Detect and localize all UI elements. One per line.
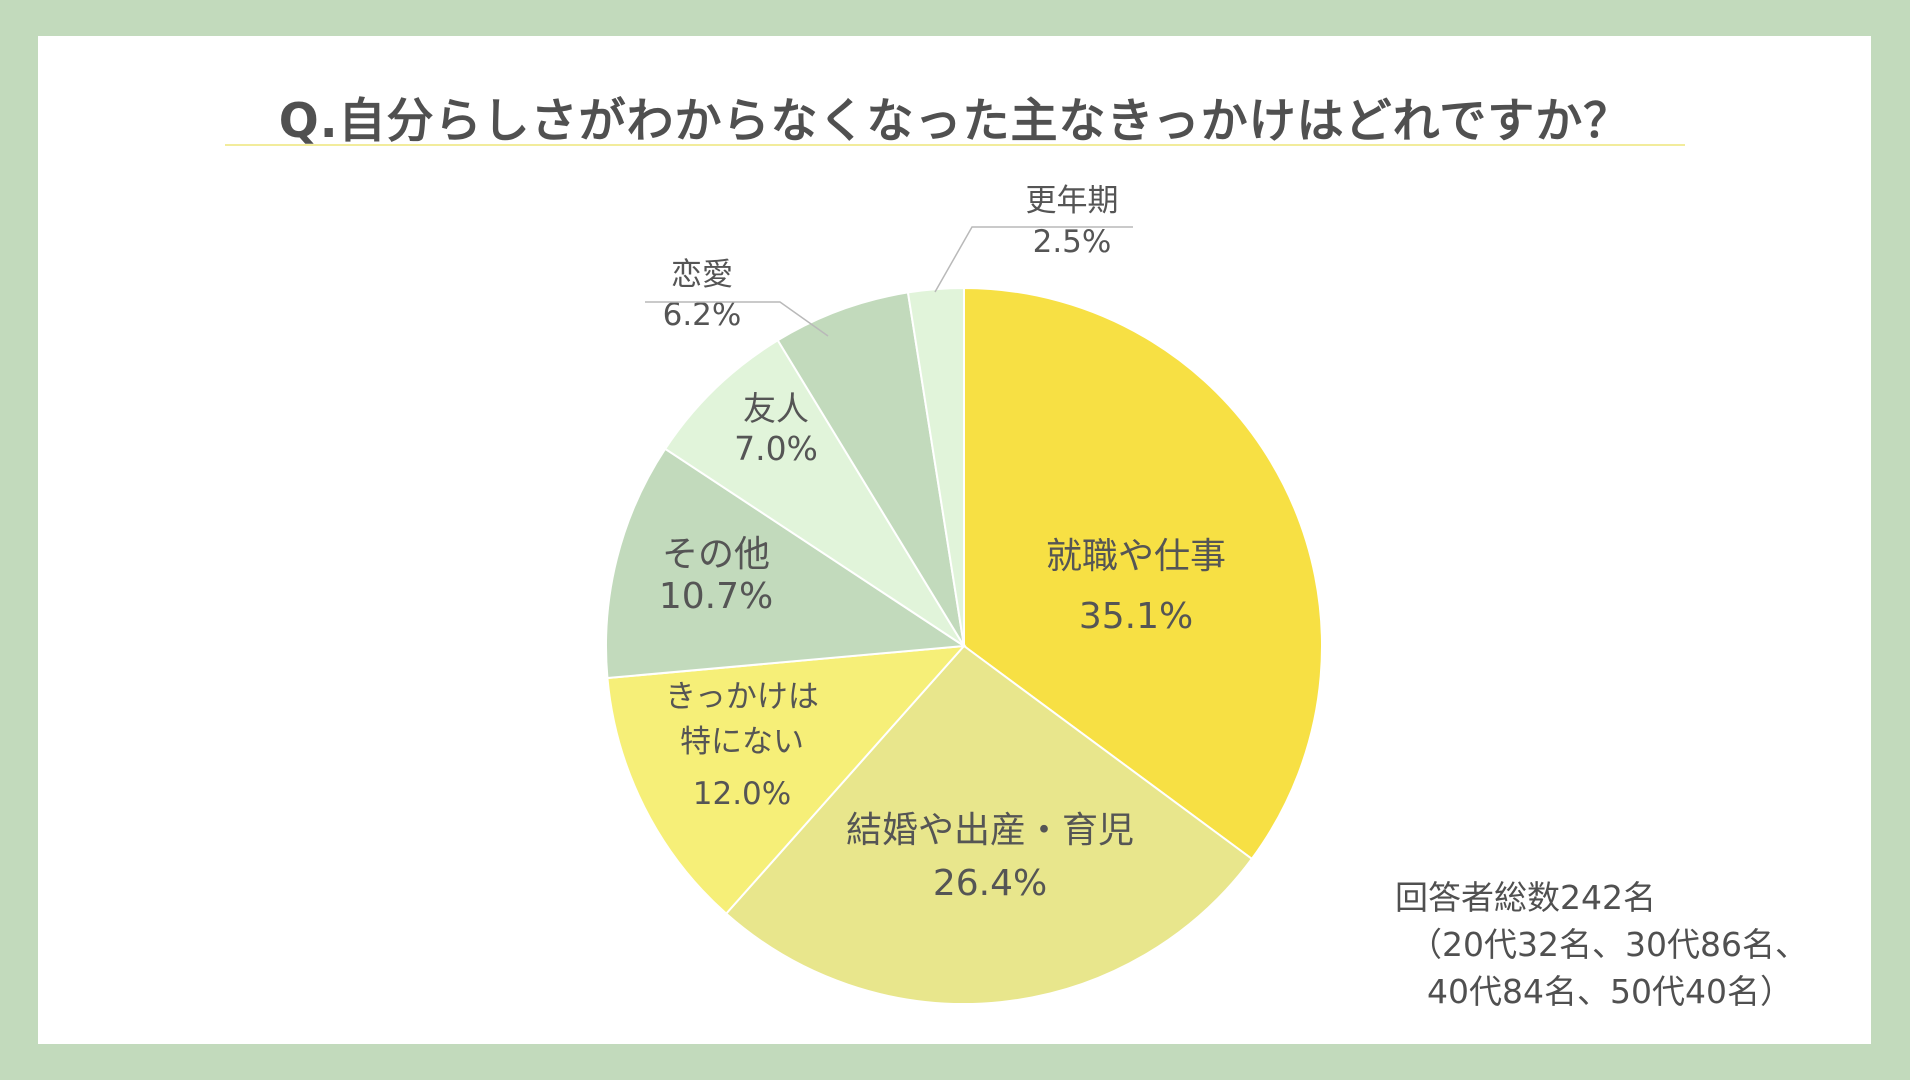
pie-slice-4-value-label: 10.7% xyxy=(659,576,773,617)
respondent-breakdown-1: （20代32名、30代86名、 xyxy=(1409,925,1808,964)
pie-slice-1-value-label: 35.1% xyxy=(1079,596,1193,637)
pie-slice-3 xyxy=(606,644,967,916)
chart-title: Q.自分らしさがわからなくなった主なきっかけはどれですか？ xyxy=(278,94,1632,149)
pie-slice-5-value-label: 7.0% xyxy=(734,429,818,468)
pie-slice-7-label: 更年期 2.5% xyxy=(1026,183,1119,260)
pie-slice-6 xyxy=(776,291,965,647)
pie-slice-5-label: 友人7.0% xyxy=(734,389,818,468)
pie-slice-6-category-label: 恋愛 xyxy=(671,257,733,293)
pie-slice-6-label: 恋愛 6.2% xyxy=(663,257,742,333)
pie-slice-7-value-label: 2.5% xyxy=(1033,224,1112,260)
pie-slice-4-category-label: その他 xyxy=(662,534,770,575)
respondent-total: 回答者総数242名 xyxy=(1395,878,1656,917)
respondent-breakdown-2: 40代84名、50代40名） xyxy=(1427,972,1793,1011)
pie-slice-6-leader-line xyxy=(645,301,829,337)
pie-slice-1 xyxy=(963,286,1323,861)
pie-slice-6-value-label: 6.2% xyxy=(663,297,742,333)
pie-slice-1-label: 就職や仕事 35.1% xyxy=(1046,536,1226,637)
pie-slice-7-category-label: 更年期 xyxy=(1026,183,1119,219)
pie-slice-3-value-label: 12.0% xyxy=(693,776,791,812)
pie-slice-2-category-label: 結婚や出産・育児 xyxy=(846,810,1134,851)
pie-slice-5 xyxy=(663,338,965,647)
respondent-note: 回答者総数242名 （20代32名、30代86名、 40代84名、50代40名） xyxy=(1395,874,1808,1015)
pie-slice-2-value-label: 26.4% xyxy=(933,863,1047,904)
pie-slice-5-category-label: 友人 xyxy=(743,389,809,428)
pie-slice-2-label: 結婚や出産・育児 26.4% xyxy=(846,810,1134,904)
pie-slice-2 xyxy=(724,644,1254,1005)
pie-slice-1-category-label: 就職や仕事 xyxy=(1046,536,1226,577)
pie-slice-4 xyxy=(605,447,967,680)
title-underline xyxy=(225,144,1685,146)
pie-slice-3-category-label: 特にない xyxy=(680,724,804,760)
pie-slice-3-category-label: きっかけは xyxy=(665,679,819,715)
pie-slice-7-leader-line xyxy=(934,226,1133,293)
